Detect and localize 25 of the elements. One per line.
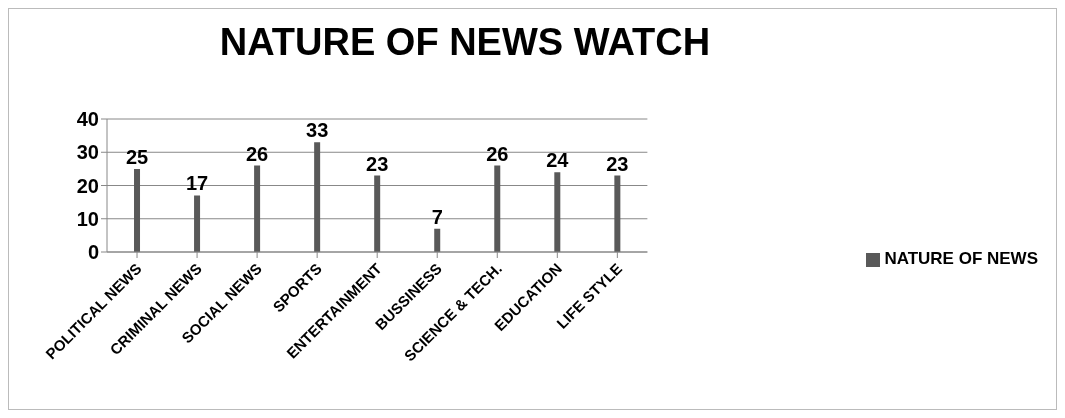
bar — [194, 195, 201, 252]
bar — [254, 165, 261, 252]
data-label: 17 — [185, 172, 209, 195]
bar — [494, 165, 501, 252]
bar — [554, 172, 561, 252]
y-tick-label: 30 — [76, 141, 99, 164]
data-label: 25 — [125, 145, 149, 168]
data-label: 23 — [606, 152, 629, 175]
y-tick-label: 10 — [76, 207, 99, 230]
bar — [614, 175, 621, 252]
data-label: 23 — [366, 152, 389, 175]
y-tick-label: 40 — [76, 108, 99, 131]
data-label: 33 — [306, 119, 329, 142]
y-tick-label: 20 — [76, 174, 99, 197]
bar — [314, 142, 321, 252]
bar — [134, 168, 141, 252]
data-label: 24 — [546, 149, 570, 172]
legend-label: NATURE OF NEWS — [884, 249, 1038, 268]
data-label: 26 — [486, 142, 509, 165]
y-tick-label: 0 — [87, 241, 99, 264]
bar — [374, 175, 381, 252]
data-label: 7 — [431, 205, 443, 228]
bar — [434, 228, 441, 252]
data-label: 26 — [245, 142, 269, 165]
chart-title: NATURE OF NEWS WATCH — [218, 21, 712, 64]
